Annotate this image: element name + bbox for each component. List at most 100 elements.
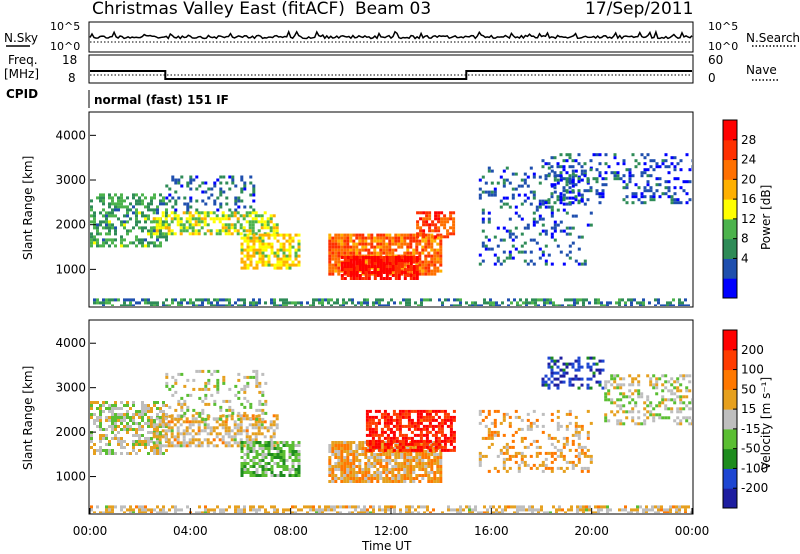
range-gate-cell (333, 505, 336, 509)
range-gate-cell (658, 165, 662, 169)
range-gate-cell (255, 468, 259, 471)
range-gate-cell (505, 202, 509, 206)
range-gate-cell (426, 298, 429, 302)
range-gate-cell (474, 304, 477, 306)
range-gate-cell (165, 384, 169, 388)
range-gate-cell (433, 269, 437, 273)
range-gate-cell (168, 187, 172, 191)
range-gate-cell (135, 220, 138, 224)
range-gate-cell (155, 220, 159, 224)
range-gate-cell (355, 444, 359, 447)
range-gate-cell (580, 193, 584, 197)
range-gate-cell (541, 377, 545, 381)
range-gate-cell (340, 450, 344, 453)
range-gate-cell (371, 427, 375, 431)
range-gate-cell (627, 298, 630, 302)
range-gate-cell (346, 268, 350, 271)
range-gate-cell (418, 468, 422, 471)
colorbar-tick-label: 12 (741, 212, 756, 226)
range-gate-cell (552, 304, 555, 306)
range-gate-cell (294, 474, 298, 477)
range-gate-cell (99, 437, 102, 440)
range-gate-cell (391, 262, 395, 265)
range-gate-cell (197, 444, 201, 448)
range-gate-cell (135, 193, 138, 197)
range-gate-cell (425, 445, 429, 449)
range-gate-cell (550, 165, 554, 169)
range-gate-cell (361, 480, 365, 483)
range-gate-cell (93, 449, 96, 452)
range-gate-cell (176, 223, 180, 227)
range-gate-cell (370, 480, 374, 483)
range-gate-cell (580, 198, 584, 202)
range-gate-cell (164, 423, 168, 427)
range-gate-cell (309, 505, 312, 509)
range-gate-cell (553, 186, 557, 190)
range-gate-cell (403, 271, 407, 274)
range-gate-cell (327, 508, 330, 512)
range-gate-cell (667, 189, 671, 193)
range-gate-cell (365, 433, 369, 437)
range-gate-cell (559, 153, 563, 157)
range-gate-cell (481, 409, 485, 413)
range-gate-cell (624, 508, 627, 512)
range-gate-cell (379, 471, 383, 474)
range-gate-cell (376, 462, 380, 465)
range-gate-cell (657, 505, 660, 509)
range-gate-cell (434, 430, 438, 434)
range-gate-cell (111, 431, 114, 434)
range-gate-cell (481, 220, 485, 224)
range-gate-cell (619, 383, 623, 387)
range-gate-cell (427, 260, 431, 264)
range-gate-cell (158, 435, 162, 439)
range-gate-cell (610, 171, 614, 175)
range-gate-cell (269, 226, 273, 230)
range-gate-cell (144, 298, 147, 302)
range-gate-cell (340, 274, 344, 277)
range-gate-cell (372, 508, 375, 512)
range-gate-cell (162, 410, 165, 413)
range-gate-cell (646, 168, 650, 172)
range-gate-cell (508, 454, 512, 458)
range-gate-cell (294, 233, 298, 237)
range-gate-cell (520, 202, 524, 206)
range-gate-cell (670, 198, 674, 202)
range-gate-cell (264, 245, 268, 249)
range-gate-cell (147, 217, 150, 221)
range-gate-cell (227, 441, 231, 445)
range-gate-cell (678, 508, 681, 512)
range-gate-cell (504, 505, 507, 509)
range-gate-cell (433, 459, 437, 462)
range-gate-cell (275, 229, 279, 233)
range-gate-cell (170, 220, 174, 224)
range-gate-cell (496, 226, 500, 230)
range-gate-cell (580, 466, 584, 470)
range-gate-cell (267, 257, 271, 261)
range-gate-cell (312, 508, 315, 512)
range-gate-cell (167, 444, 171, 448)
range-gate-cell (586, 448, 590, 452)
range-gate-cell (147, 410, 150, 413)
range-gate-cell (159, 508, 162, 512)
range-gate-cell (269, 420, 273, 424)
range-gate-cell (410, 418, 414, 422)
range-gate-cell (120, 244, 123, 248)
range-gate-cell (513, 511, 516, 513)
range-gate-cell (155, 441, 159, 445)
range-gate-cell (222, 399, 226, 403)
range-gate-cell (628, 177, 632, 181)
range-gate-cell (291, 462, 295, 465)
range-gate-cell (147, 407, 150, 410)
range-gate-cell (267, 260, 271, 264)
range-gate-cell (645, 508, 648, 512)
range-gate-cell (246, 468, 250, 471)
range-gate-cell (321, 508, 324, 512)
range-gate-cell (222, 304, 225, 306)
range-gate-cell (269, 229, 273, 233)
range-gate-cell (189, 205, 193, 209)
range-gate-cell (416, 232, 420, 236)
range-gate-cell (111, 410, 114, 413)
range-gate-cell (400, 259, 404, 262)
range-gate-cell (227, 426, 231, 430)
range-gate-cell (535, 424, 539, 428)
